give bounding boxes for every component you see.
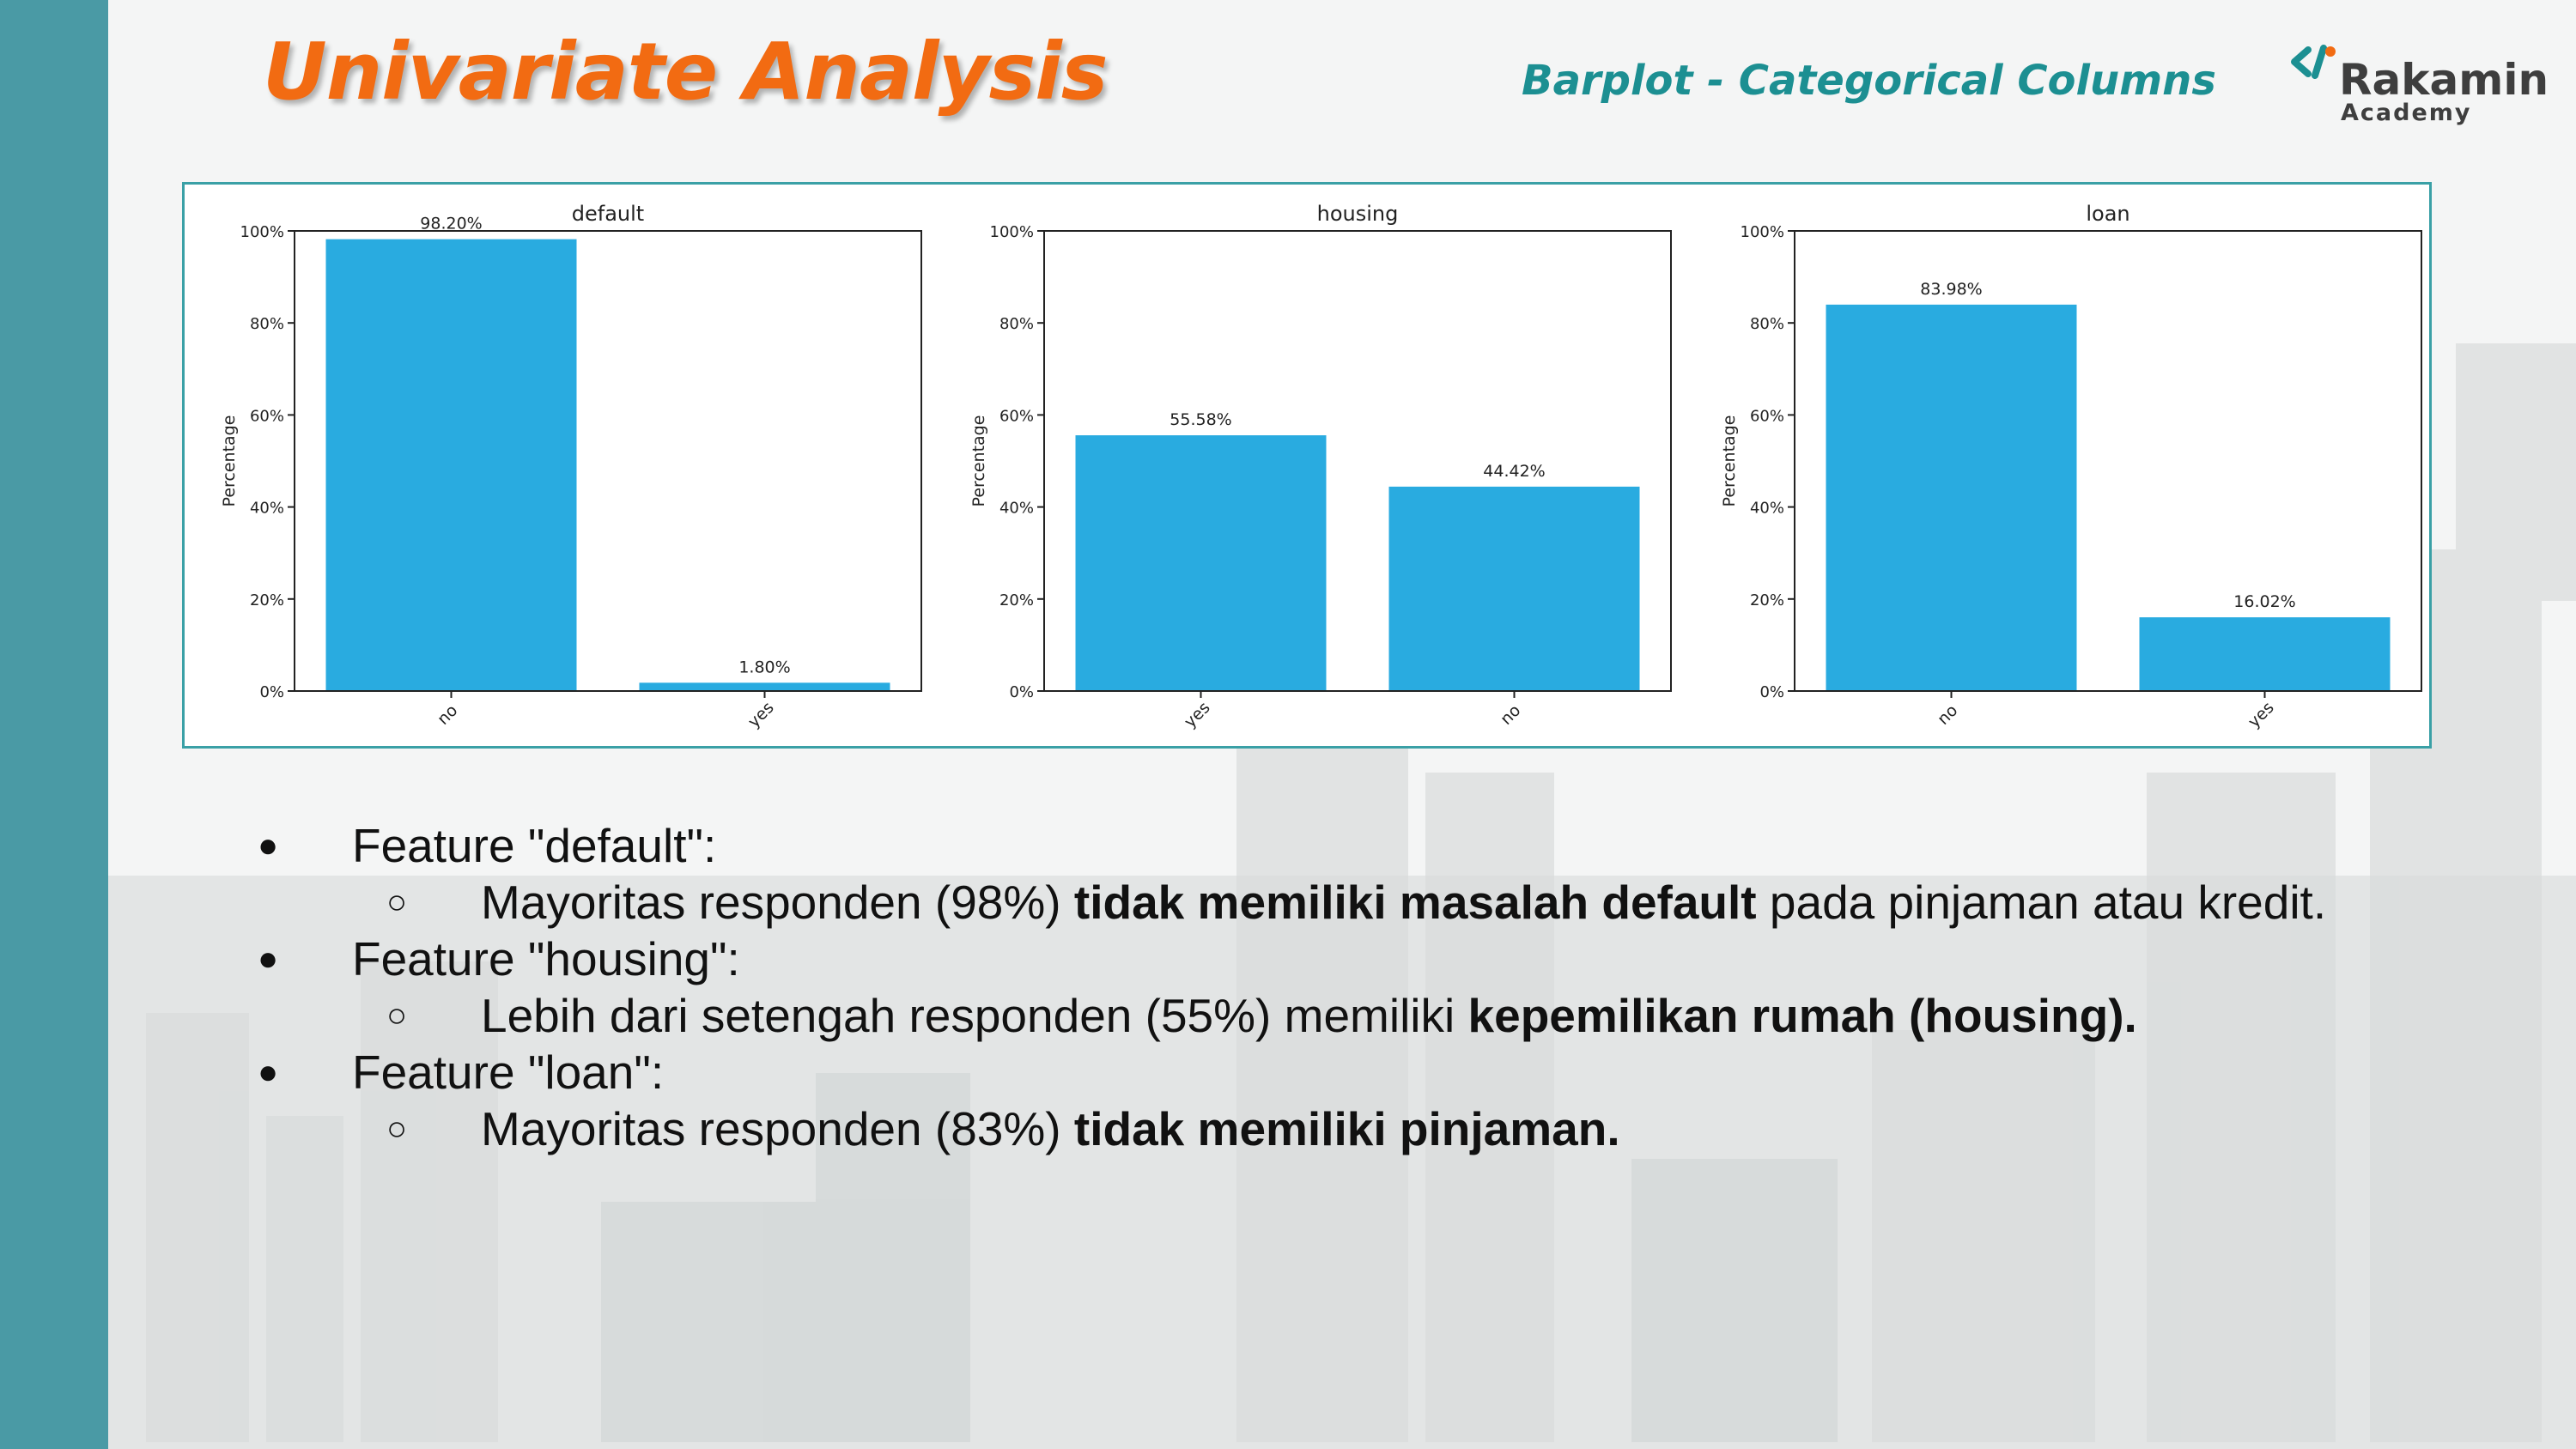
barplot-charts: default Percentage 0% 20% 40% 60% 80% 100% 98.20… [220, 202, 2422, 731]
x-tick-label: no [1497, 701, 1524, 729]
chart-title: housing [1317, 202, 1399, 226]
bar-value-label: 98.20% [420, 215, 482, 233]
plot-area-frame [1043, 230, 1672, 692]
page-title: Univariate Analysis [263, 26, 1109, 118]
x-tick-label: no [434, 701, 461, 729]
bar [639, 682, 890, 691]
bullet-dot: ● [258, 940, 279, 978]
chart-panel: default Percentage 0% 20% 40% 60% 80% 100% 98.20… [182, 182, 2432, 749]
bullet-dot: ● [258, 827, 279, 864]
y-axis-label: Percentage [220, 415, 239, 507]
chart-title: default [572, 202, 644, 226]
bar-value-label: 44.42% [1483, 462, 1545, 481]
bar-value-label: 16.02% [2233, 592, 2295, 611]
note-feature-label: Feature "loan": [352, 1046, 665, 1099]
note-detail: ○ Lebih dari setengah responden (55%) me… [258, 987, 2490, 1044]
notes-list: ● Feature "default": ○ Mayoritas respond… [258, 817, 2490, 1157]
y-tick-label: 100% [240, 223, 284, 241]
note-feature: ● Feature "housing": [258, 931, 2490, 987]
y-tick-label: 100% [990, 223, 1034, 241]
y-tick-label: 80% [1750, 315, 1784, 333]
logo-name: Rakamin [2339, 55, 2549, 105]
bar-value-label: 83.98% [1920, 280, 1982, 299]
y-tick-label: 80% [250, 315, 284, 333]
code-brackets-icon [2291, 45, 2336, 79]
note-feature-label: Feature "housing": [352, 932, 740, 985]
y-tick-label: 40% [250, 500, 284, 518]
x-tick-label: yes [744, 698, 778, 731]
y-axis-label: Percentage [969, 415, 988, 507]
note-detail: ○ Mayoritas responden (83%) tidak memili… [258, 1100, 2490, 1157]
plot-area-frame [294, 230, 922, 692]
bullet-circle: ○ [386, 883, 408, 921]
note-feature: ● Feature "loan": [258, 1044, 2490, 1100]
x-tick-label: yes [1181, 698, 1214, 731]
y-tick-label: 60% [1750, 407, 1784, 425]
chart-title: loan [2086, 202, 2129, 226]
plot-area-frame [1794, 230, 2422, 692]
bar [325, 239, 577, 691]
x-tick-label: no [1934, 701, 1961, 729]
y-tick-label: 20% [1750, 591, 1784, 609]
y-tick-label: 60% [250, 407, 284, 425]
y-tick-label: 80% [999, 315, 1034, 333]
y-tick-label: 0% [1009, 683, 1034, 701]
rakamin-logo: Rakamin Academy [2286, 38, 2549, 132]
y-tick-label: 20% [999, 591, 1034, 609]
bar [1388, 486, 1640, 691]
y-tick-label: 20% [250, 591, 284, 609]
y-tick-label: 40% [1750, 500, 1784, 518]
y-tick-label: 60% [999, 407, 1034, 425]
y-tick-label: 100% [1741, 223, 1784, 241]
bar-value-label: 55.58% [1170, 410, 1231, 429]
y-tick-label: 0% [259, 683, 284, 701]
note-detail: ○ Mayoritas responden (98%) tidak memili… [258, 874, 2490, 931]
bar [2139, 617, 2391, 691]
y-tick-label: 0% [1759, 683, 1784, 701]
y-tick-label: 40% [999, 500, 1034, 518]
bullet-dot: ● [258, 1053, 279, 1091]
logo-sub: Academy [2341, 100, 2472, 126]
page-subtitle: Barplot - Categorical Columns [1522, 57, 2216, 105]
x-tick-label: yes [2245, 698, 2278, 731]
bullet-circle: ○ [386, 1110, 408, 1148]
note-feature-label: Feature "default": [352, 819, 717, 872]
bar [1075, 435, 1327, 691]
note-detail-text: Mayoritas responden (98%) tidak memiliki… [481, 876, 2327, 929]
bar [1826, 304, 2077, 691]
note-detail-text: Lebih dari setengah responden (55%) memi… [481, 989, 2137, 1042]
y-axis-label: Percentage [1720, 415, 1739, 507]
note-feature: ● Feature "default": [258, 817, 2490, 874]
bullet-circle: ○ [386, 997, 408, 1034]
note-detail-text: Mayoritas responden (83%) tidak memiliki… [481, 1102, 1620, 1155]
left-accent-bar [0, 0, 108, 1449]
bar-value-label: 1.80% [738, 658, 790, 676]
